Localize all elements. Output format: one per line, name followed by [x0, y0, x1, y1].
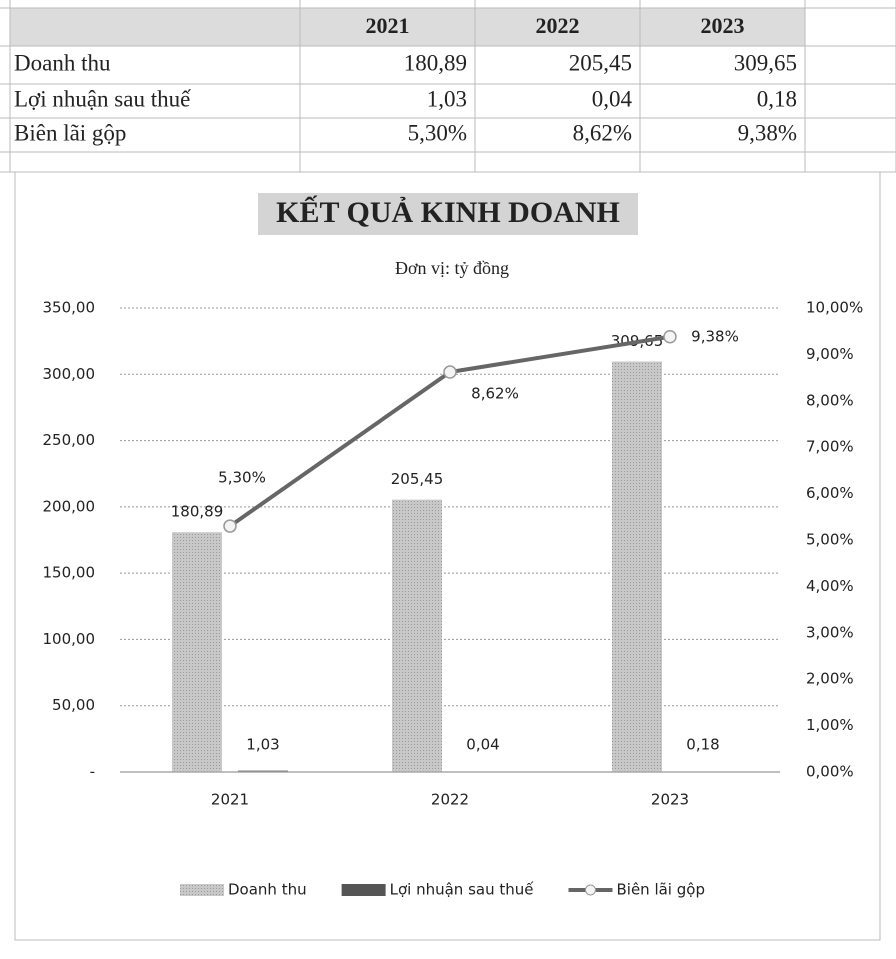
data-label: 0,04: [466, 736, 499, 754]
y2-tick-label: 4,00%: [806, 577, 854, 595]
data-label: 1,03: [246, 736, 279, 754]
data-label: 0,18: [686, 736, 719, 754]
y-tick-label: -: [90, 763, 95, 781]
y2-tick-label: 8,00%: [806, 391, 854, 409]
line-marker: [663, 330, 677, 344]
table-cell: 5,30%: [408, 120, 467, 145]
chart-title: KẾT QUẢ KINH DOANH: [276, 195, 620, 229]
y2-tick-label: 5,00%: [806, 531, 854, 549]
chart-subtitle: Đơn vị: tỷ đồng: [395, 258, 509, 278]
header-bg: [10, 8, 805, 46]
line-marker: [223, 519, 237, 533]
y2-tick-label: 0,00%: [806, 763, 854, 781]
bar: [392, 499, 442, 772]
y-tick-label: 150,00: [43, 564, 96, 582]
table-cell: 309,65: [734, 50, 797, 75]
y2-tick-label: 7,00%: [806, 438, 854, 456]
legend-label: Doanh thu: [228, 881, 307, 899]
y-tick-label: 250,00: [43, 431, 96, 449]
y-tick-label: 200,00: [43, 497, 96, 515]
legend-label: Lợi nhuận sau thuế: [390, 881, 535, 899]
y-tick-label: 100,00: [43, 630, 96, 648]
table-cell: 1,03: [427, 86, 467, 111]
table-header: 2022: [536, 13, 580, 38]
y-tick-label: 350,00: [43, 299, 96, 317]
row-label: Doanh thu: [14, 50, 111, 75]
table-header: 2023: [701, 13, 745, 38]
table-cell: 0,04: [592, 86, 633, 111]
bar: [612, 361, 662, 772]
x-tick-label: 2023: [651, 791, 689, 809]
table-cell: 180,89: [404, 50, 467, 75]
bar: [172, 532, 222, 772]
data-label: 8,62%: [471, 385, 519, 403]
row-label: Lợi nhuận sau thuế: [14, 86, 191, 111]
line-marker: [443, 365, 457, 379]
table-cell: 0,18: [757, 86, 797, 111]
legend-swatch: [180, 884, 224, 896]
table-cell: 205,45: [569, 50, 632, 75]
table-cell: 8,62%: [573, 120, 632, 145]
y2-tick-label: 2,00%: [806, 670, 854, 688]
y2-tick-label: 1,00%: [806, 716, 854, 734]
title-bg: [258, 193, 638, 235]
y2-tick-label: 9,00%: [806, 345, 854, 363]
legend-label: Biên lãi gộp: [616, 881, 704, 899]
data-label: 205,45: [391, 470, 444, 488]
y2-tick-label: 10,00%: [806, 299, 863, 317]
y2-tick-label: 3,00%: [806, 623, 854, 641]
x-tick-label: 2021: [211, 791, 249, 809]
table-header: 2021: [366, 13, 410, 38]
data-label: 9,38%: [691, 327, 739, 345]
y-tick-label: 300,00: [43, 365, 96, 383]
table-cell: 9,38%: [738, 120, 797, 145]
x-tick-label: 2022: [431, 791, 469, 809]
y-tick-label: 50,00: [52, 696, 95, 714]
legend-swatch: [341, 884, 386, 896]
data-label: 180,89: [171, 503, 224, 521]
legend-marker: [584, 884, 596, 896]
data-label: 5,30%: [218, 469, 266, 487]
row-label: Biên lãi gộp: [14, 120, 126, 145]
y2-tick-label: 6,00%: [806, 484, 854, 502]
chart-area: [14, 171, 881, 941]
